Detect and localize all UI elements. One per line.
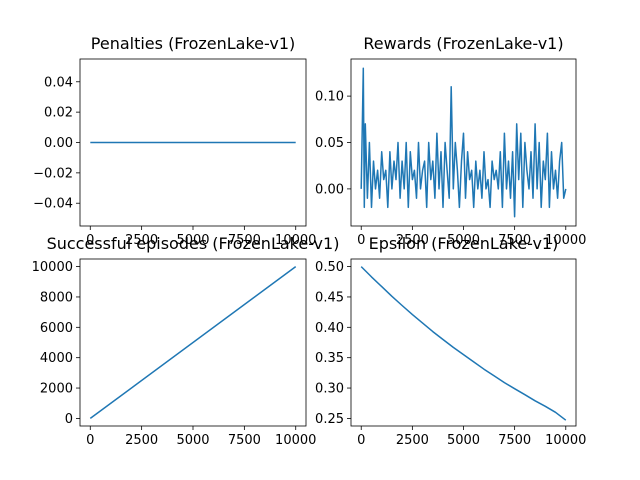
y-tick-label: 0.35 — [315, 351, 344, 366]
x-tick-label: 10000 — [275, 433, 316, 448]
x-tick-label: 0 — [86, 233, 94, 248]
subplot-title: Successful episodes (FrozenLake-v1) — [47, 234, 340, 253]
x-tick-label: 0 — [86, 433, 94, 448]
y-tick-label: 8000 — [40, 290, 73, 305]
y-tick-label: 0.02 — [44, 106, 73, 121]
y-tick-label: 0.10 — [315, 90, 344, 105]
x-tick-label: 5000 — [447, 433, 480, 448]
y-tick-label: 0.45 — [315, 290, 344, 305]
y-tick-label: 2000 — [40, 382, 73, 397]
series-line — [89, 265, 297, 420]
x-tick-label: 7500 — [498, 233, 531, 248]
x-tick-label: 2500 — [396, 433, 429, 448]
y-tick-label: 6000 — [40, 321, 73, 336]
subplot-successful-episodes: 0 2500 5000 7500 10000 0 2000 4000 6000 8000 10000… — [32, 234, 340, 448]
y-tick-label: 0.00 — [315, 182, 344, 197]
y-tick-label: 10000 — [32, 260, 73, 275]
subplot-title: Rewards (FrozenLake-v1) — [363, 34, 563, 53]
x-tick-label: 0 — [357, 433, 365, 448]
x-tick-label: 5000 — [447, 233, 480, 248]
series-line — [360, 67, 567, 218]
y-tick-label: 0.50 — [315, 260, 344, 275]
x-tick-label: 10000 — [545, 233, 586, 248]
y-tick-label: 0 — [65, 412, 73, 427]
x-tick-label: 7500 — [228, 433, 261, 448]
y-tick-label: 0.00 — [44, 136, 73, 151]
x-tick-label: 5000 — [176, 433, 209, 448]
x-tick-label: 10000 — [275, 233, 316, 248]
x-tick-label: 7500 — [228, 233, 261, 248]
subplot-title: Penalties (FrozenLake-v1) — [91, 34, 295, 53]
y-tick-label: 4000 — [40, 351, 73, 366]
y-tick-label: 0.05 — [315, 136, 344, 151]
y-tick-label: −0.02 — [33, 166, 73, 181]
y-tick-label: 0.40 — [315, 321, 344, 336]
x-tick-label: 2500 — [125, 433, 158, 448]
y-tick-label: −0.04 — [33, 197, 73, 212]
x-tick-label: 0 — [357, 233, 365, 248]
subplot-rewards: 0 2500 5000 7500 10000 0.00 0.05 0.10 Rewards (F… — [315, 34, 586, 248]
x-tick-label: 10000 — [545, 433, 586, 448]
y-tick-label: 0.30 — [315, 382, 344, 397]
subplot-penalties: 0 2500 5000 7500 10000 −0.04 −0.02 0.00 0.02 0.04… — [33, 34, 316, 248]
subplot-epsilon: 0 2500 5000 7500 10000 0.25 0.30 0.35 0.40 0.45 0.… — [315, 234, 586, 448]
y-tick-label: 0.25 — [315, 412, 344, 427]
x-tick-label: 7500 — [498, 433, 531, 448]
x-tick-label: 2500 — [125, 233, 158, 248]
series-line — [360, 266, 567, 421]
x-tick-label: 5000 — [176, 233, 209, 248]
y-tick-label: 0.04 — [44, 75, 73, 90]
x-tick-label: 2500 — [396, 233, 429, 248]
subplot-title: Epsilon (FrozenLake-v1) — [369, 234, 559, 253]
